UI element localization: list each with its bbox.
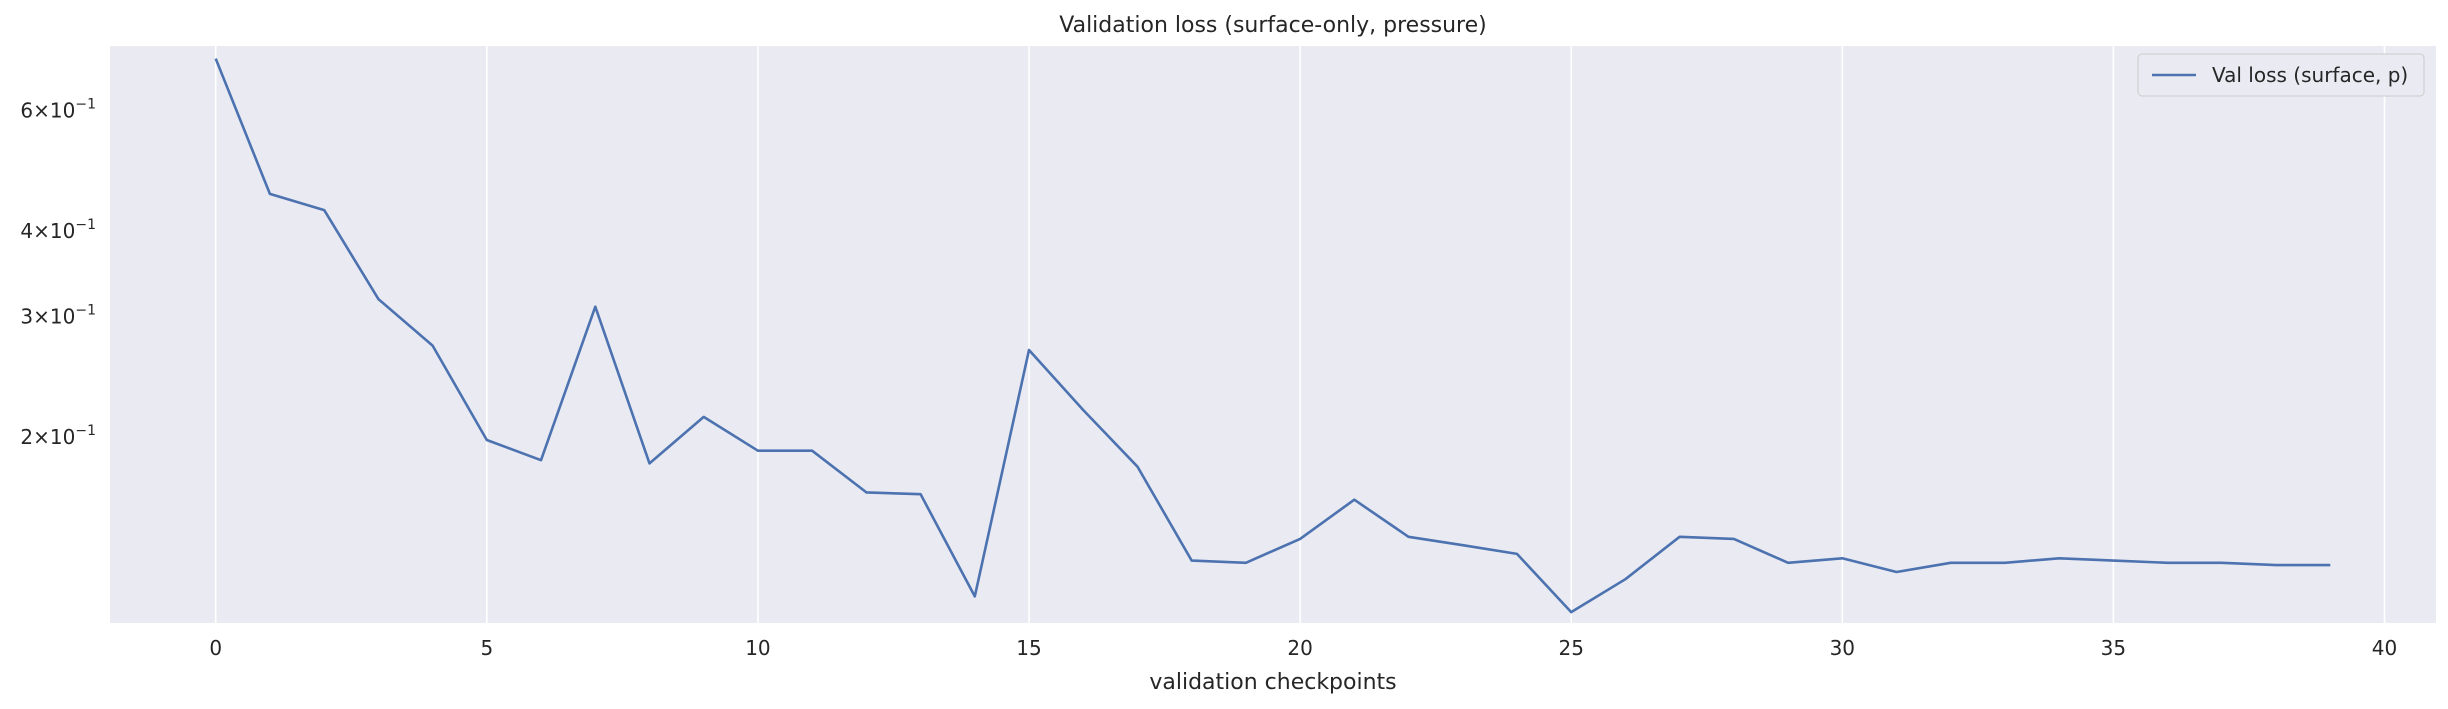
y-tick-label: 2×10−1 (20, 423, 96, 449)
x-tick-label: 15 (1016, 636, 1041, 660)
x-tick-label: 40 (2372, 636, 2397, 660)
legend-label: Val loss (surface, p) (2212, 63, 2408, 87)
legend-box (2137, 53, 2425, 97)
gridlines (214, 46, 2386, 623)
x-tick-label: 10 (745, 636, 770, 660)
x-tick-label: 5 (480, 636, 493, 660)
x-tick-label: 35 (2101, 636, 2126, 660)
x-tick-label: 20 (1287, 636, 1312, 660)
x-axis-ticks: 0 5 10 15 20 25 30 35 40 (209, 636, 2397, 660)
legend: Val loss (surface, p) (2137, 53, 2425, 97)
x-tick-label: 0 (209, 636, 222, 660)
plot-area (110, 46, 2436, 623)
y-tick-label: 4×10−1 (20, 217, 96, 243)
x-tick-label: 25 (1558, 636, 1583, 660)
series-layer (214, 58, 2331, 614)
y-tick-label: 6×10−1 (20, 96, 96, 122)
x-axis-label: validation checkpoints (1149, 670, 1396, 695)
chart-title: Validation loss (surface-only, pressure) (1059, 13, 1487, 38)
y-axis-ticks: 6×10−1 4×10−1 3×10−1 2×10−1 (20, 96, 96, 449)
x-tick-label: 30 (1830, 636, 1855, 660)
y-tick-label: 3×10−1 (20, 302, 96, 328)
series-line (214, 58, 2331, 614)
